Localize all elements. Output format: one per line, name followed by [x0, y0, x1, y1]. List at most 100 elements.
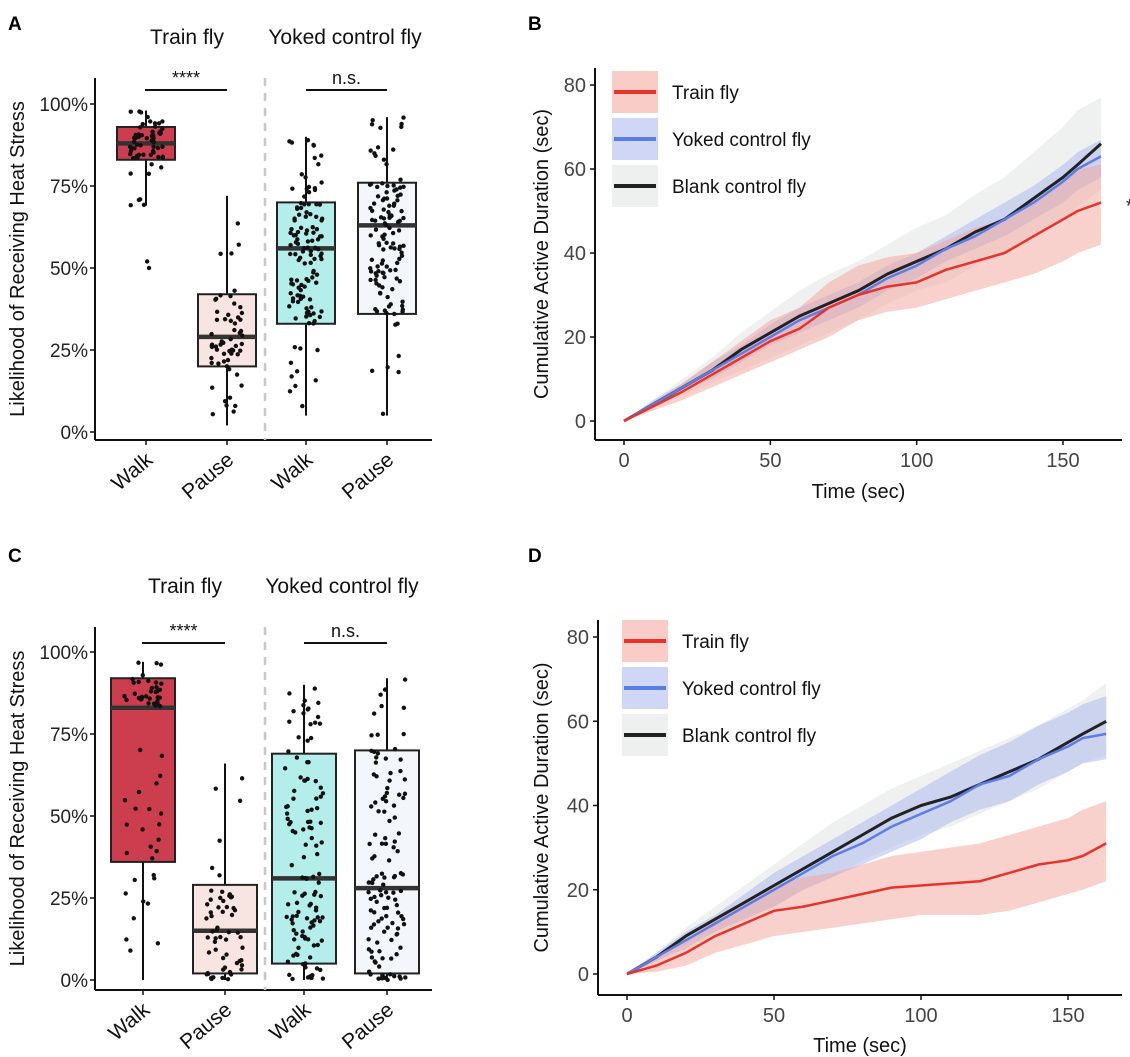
data-point [378, 892, 384, 898]
data-point [382, 232, 387, 237]
data-point [238, 328, 244, 334]
data-point [140, 673, 145, 678]
data-point [378, 888, 383, 893]
data-point [307, 955, 313, 960]
data-point [380, 285, 385, 290]
data-point [373, 800, 378, 805]
data-point [222, 317, 228, 322]
legend-label: Yoked control fly [672, 130, 811, 151]
data-point [154, 660, 159, 666]
data-point [304, 916, 310, 921]
data-point [216, 905, 221, 910]
panel-c-boxplot: 0% 25% 50% 75% 100% Likelihood of Receiving H… [7, 575, 432, 1054]
data-point [309, 305, 314, 310]
data-point [213, 786, 218, 791]
data-point [395, 910, 401, 915]
data-point [376, 243, 382, 248]
data-point [291, 708, 296, 714]
data-point [380, 258, 386, 263]
data-point [213, 936, 218, 941]
data-point [389, 937, 394, 943]
data-point [384, 240, 389, 246]
data-point [307, 312, 313, 318]
data-point [209, 360, 214, 366]
data-point [210, 411, 215, 417]
data-point [315, 237, 321, 242]
data-point [224, 952, 229, 957]
x-tick-label: Pause [176, 998, 236, 1054]
data-point [290, 976, 295, 982]
panel-b-lineplot: 0 20 40 60 80 0 50 100 150 Time (sec) Cumulative A… [531, 68, 1130, 503]
data-point [368, 925, 374, 930]
data-point [131, 680, 136, 685]
data-point [208, 975, 214, 981]
data-point [146, 701, 151, 706]
data-point [299, 282, 304, 288]
data-point [290, 186, 295, 191]
data-point [399, 250, 404, 255]
data-point [308, 819, 313, 824]
data-point [379, 703, 384, 709]
data-point [220, 909, 225, 915]
data-point [384, 790, 390, 796]
data-point [294, 278, 300, 283]
data-point [151, 132, 156, 138]
significance-label: **** [169, 621, 197, 641]
data-point [287, 691, 292, 696]
data-point [303, 875, 308, 881]
data-point [302, 202, 307, 207]
data-point [311, 143, 317, 148]
data-point [209, 355, 214, 361]
data-point [382, 809, 387, 814]
data-point [291, 927, 296, 933]
data-point [292, 890, 297, 895]
data-point [123, 891, 128, 896]
data-point [311, 874, 316, 880]
data-point [232, 327, 237, 333]
data-point [160, 144, 165, 149]
data-point [307, 974, 313, 979]
data-point [156, 154, 161, 160]
data-point [380, 411, 386, 417]
data-point [366, 937, 371, 942]
data-point [319, 153, 324, 158]
data-point [378, 125, 383, 131]
panel-letter-d: D [528, 546, 542, 567]
data-point [374, 899, 379, 904]
data-point [141, 152, 146, 157]
data-point [380, 975, 385, 981]
data-point [157, 822, 162, 827]
x-tick-label: Walk [267, 448, 317, 495]
data-point [394, 952, 399, 957]
data-point [308, 248, 313, 254]
panel-letter-c: C [8, 546, 22, 567]
data-point [151, 150, 156, 155]
data-point [298, 225, 304, 231]
data-point [136, 789, 142, 795]
data-point [216, 361, 221, 366]
data-point [225, 357, 231, 363]
data-point [375, 751, 381, 756]
data-point [232, 288, 237, 293]
data-point [228, 293, 233, 299]
data-point [392, 873, 398, 879]
data-point [396, 831, 402, 836]
data-point [378, 692, 383, 697]
data-point [303, 842, 308, 847]
data-point [314, 272, 320, 277]
data-point [399, 303, 405, 309]
data-point [304, 186, 310, 191]
data-point [379, 841, 385, 846]
data-point [379, 916, 384, 921]
data-point [303, 936, 308, 941]
data-point [305, 808, 310, 814]
data-point [373, 271, 378, 276]
data-point [128, 171, 133, 176]
data-point [282, 766, 288, 771]
data-point [284, 914, 289, 920]
data-point [375, 732, 380, 737]
data-point [313, 245, 318, 250]
data-point [316, 880, 321, 885]
data-point [235, 352, 240, 357]
data-point [316, 700, 321, 706]
